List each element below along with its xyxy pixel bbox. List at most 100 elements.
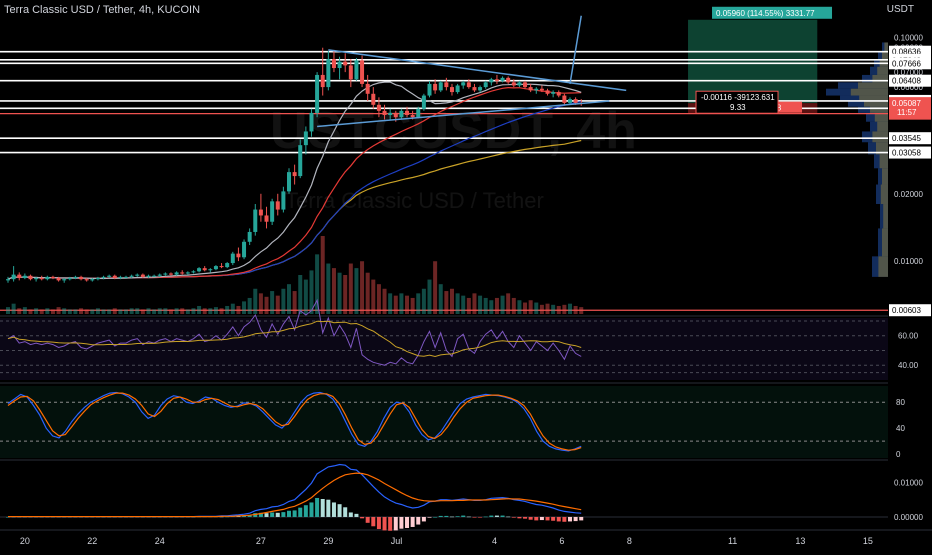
volume-bar (90, 309, 95, 314)
price-level-label: 0.06408 (892, 77, 921, 86)
macd-histogram-bar (478, 516, 483, 518)
volume-profile-bar (882, 228, 888, 257)
macd-histogram-bar (534, 516, 539, 521)
volume-bar (494, 297, 499, 314)
volume-profile-bar (826, 88, 888, 96)
volume-bar (500, 295, 505, 314)
candle-body (405, 110, 410, 116)
candle-body (258, 209, 263, 216)
macd-histogram-bar (539, 516, 544, 521)
candle-body (483, 82, 488, 88)
candle-body (107, 275, 112, 277)
macd-histogram-bar (140, 516, 145, 518)
volume-bar (45, 308, 50, 314)
macd-histogram-bar (112, 516, 117, 518)
volume-bar (174, 308, 179, 314)
candle-body (230, 253, 235, 264)
target-label: 0.05960 (114.55%) 3331.77 (716, 9, 815, 18)
volume-bar (107, 309, 112, 314)
price-level-label: 0.00603 (892, 306, 921, 315)
candle-body (416, 108, 421, 118)
volume-bar (461, 295, 466, 314)
price-tick-label: 0.06000 (894, 83, 923, 92)
volume-bar (376, 284, 381, 314)
volume-bar (253, 288, 258, 314)
macd-histogram-bar (219, 516, 224, 518)
volume-bar (382, 288, 387, 314)
macd-histogram-bar (309, 502, 314, 517)
macd-histogram-bar (433, 516, 438, 518)
candle-body (236, 253, 241, 258)
candle-body (343, 61, 348, 66)
macd-histogram-bar (556, 516, 561, 522)
candle-body (180, 272, 185, 274)
macd-histogram-bar (371, 516, 376, 527)
macd-histogram-bar (455, 516, 460, 517)
stoch-tick-label: 40 (896, 424, 905, 433)
volume-bar (534, 302, 539, 314)
price-level-label: 0.07666 (892, 59, 921, 68)
macd-histogram-bar (427, 516, 432, 518)
volume-bar (202, 308, 207, 314)
volume-bar (568, 303, 572, 314)
candle-body (275, 201, 280, 210)
volume-bar (405, 295, 410, 314)
volume-profile-bar (884, 42, 888, 52)
candle-body (528, 87, 533, 91)
last-price-label-bg (889, 97, 931, 118)
volume-profile-bar (864, 100, 888, 107)
volume-bar (360, 261, 365, 314)
volume-bar (219, 308, 224, 314)
macd-histogram-bar (107, 516, 112, 518)
watermark-name: Terra Classic USD / Tether (285, 188, 544, 213)
volume-bar (416, 293, 421, 314)
macd-histogram-bar (444, 515, 449, 517)
volume-bar (303, 279, 308, 314)
macd-histogram-bar (242, 515, 247, 517)
candle-body (337, 61, 342, 69)
candle-body (101, 276, 106, 279)
volume-bar (39, 309, 44, 314)
candle-body (511, 82, 516, 86)
volume-bar (213, 307, 218, 314)
volume-bar (101, 309, 106, 314)
volume-bar (388, 293, 393, 314)
macd-histogram-bar (17, 516, 22, 518)
volume-bar (129, 308, 134, 314)
candle-body (354, 60, 359, 80)
macd-histogram-bar (562, 516, 567, 522)
volume-bar (421, 288, 426, 314)
volume-bar (472, 293, 477, 314)
candle-body (556, 92, 561, 96)
macd-tick-label: 0.00000 (894, 513, 923, 522)
volume-bar (197, 305, 202, 314)
candle-body (112, 275, 117, 279)
trendline-lower (317, 100, 610, 128)
macd-histogram-bar (163, 516, 168, 518)
volume-profile-bar (872, 131, 888, 143)
volume-bar (478, 295, 483, 314)
candle-body (315, 74, 320, 113)
macd-histogram-bar (568, 516, 572, 522)
candle-body (433, 83, 438, 91)
chart-title: Terra Classic USD / Tether, 4h, KUCOIN (4, 4, 201, 16)
volume-bar (56, 307, 61, 314)
time-tick-label: 6 (559, 536, 564, 546)
candle-body (124, 276, 129, 278)
volume-bar (579, 307, 584, 314)
volume-profile-bar (840, 95, 888, 101)
macd-line (8, 463, 582, 518)
candle-body (376, 104, 381, 111)
candle-body (208, 269, 213, 271)
volume-bar (455, 293, 460, 314)
volume-bar (236, 305, 241, 314)
macd-histogram-bar (331, 502, 336, 517)
volume-bar (371, 279, 376, 314)
measure-label-1: -0.00116 -39123.631 (701, 93, 775, 102)
target-zone (688, 19, 818, 104)
candle-body (28, 275, 33, 280)
macd-histogram-bar (551, 516, 556, 521)
macd-histogram-bar (376, 516, 381, 530)
